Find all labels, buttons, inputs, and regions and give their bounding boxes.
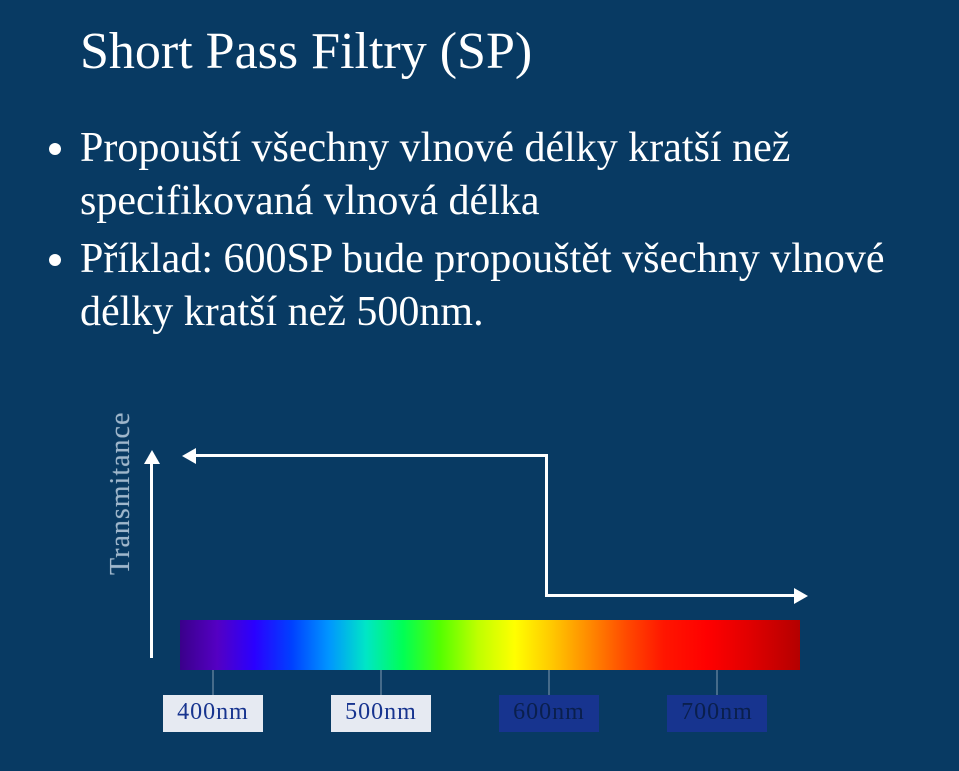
transmission-curve-segment — [195, 454, 547, 457]
transmission-curve-segment — [545, 454, 548, 597]
y-axis-line — [150, 460, 153, 658]
x-tick-label-text: 500nm — [331, 695, 431, 732]
curve-arrowhead-right-icon — [794, 588, 808, 604]
x-tick-label-text: 400nm — [163, 695, 263, 732]
bullet-item: Propouští všechny vlnové délky kratší ne… — [80, 122, 912, 227]
bullet-list: Propouští všechny vlnové délky kratší ne… — [42, 122, 912, 344]
x-tick-label: 400nm — [158, 695, 268, 732]
x-tick-label: 500nm — [326, 695, 436, 732]
curve-arrowhead-left-icon — [182, 448, 196, 464]
bullet-item: Příklad: 600SP bude propouštět všechny v… — [80, 233, 912, 338]
x-tick — [548, 670, 550, 695]
transmission-curve-segment — [545, 594, 795, 597]
x-tick — [380, 670, 382, 695]
spectrum-bar — [180, 620, 800, 670]
slide: Short Pass Filtry (SP) Propouští všechny… — [0, 0, 959, 771]
slide-title: Short Pass Filtry (SP) — [80, 22, 532, 81]
x-tick-label: 700nm — [662, 695, 772, 732]
x-tick — [716, 670, 718, 695]
sp-filter-diagram: Transmitance 400nm 500nm 600nm 700nm — [0, 430, 959, 771]
x-tick — [212, 670, 214, 695]
y-axis-arrowhead-icon — [144, 450, 160, 464]
y-axis-label: Transmitance — [105, 412, 137, 575]
x-tick-label-text: 600nm — [499, 695, 599, 732]
x-tick-label: 600nm — [494, 695, 604, 732]
x-tick-label-text: 700nm — [667, 695, 767, 732]
